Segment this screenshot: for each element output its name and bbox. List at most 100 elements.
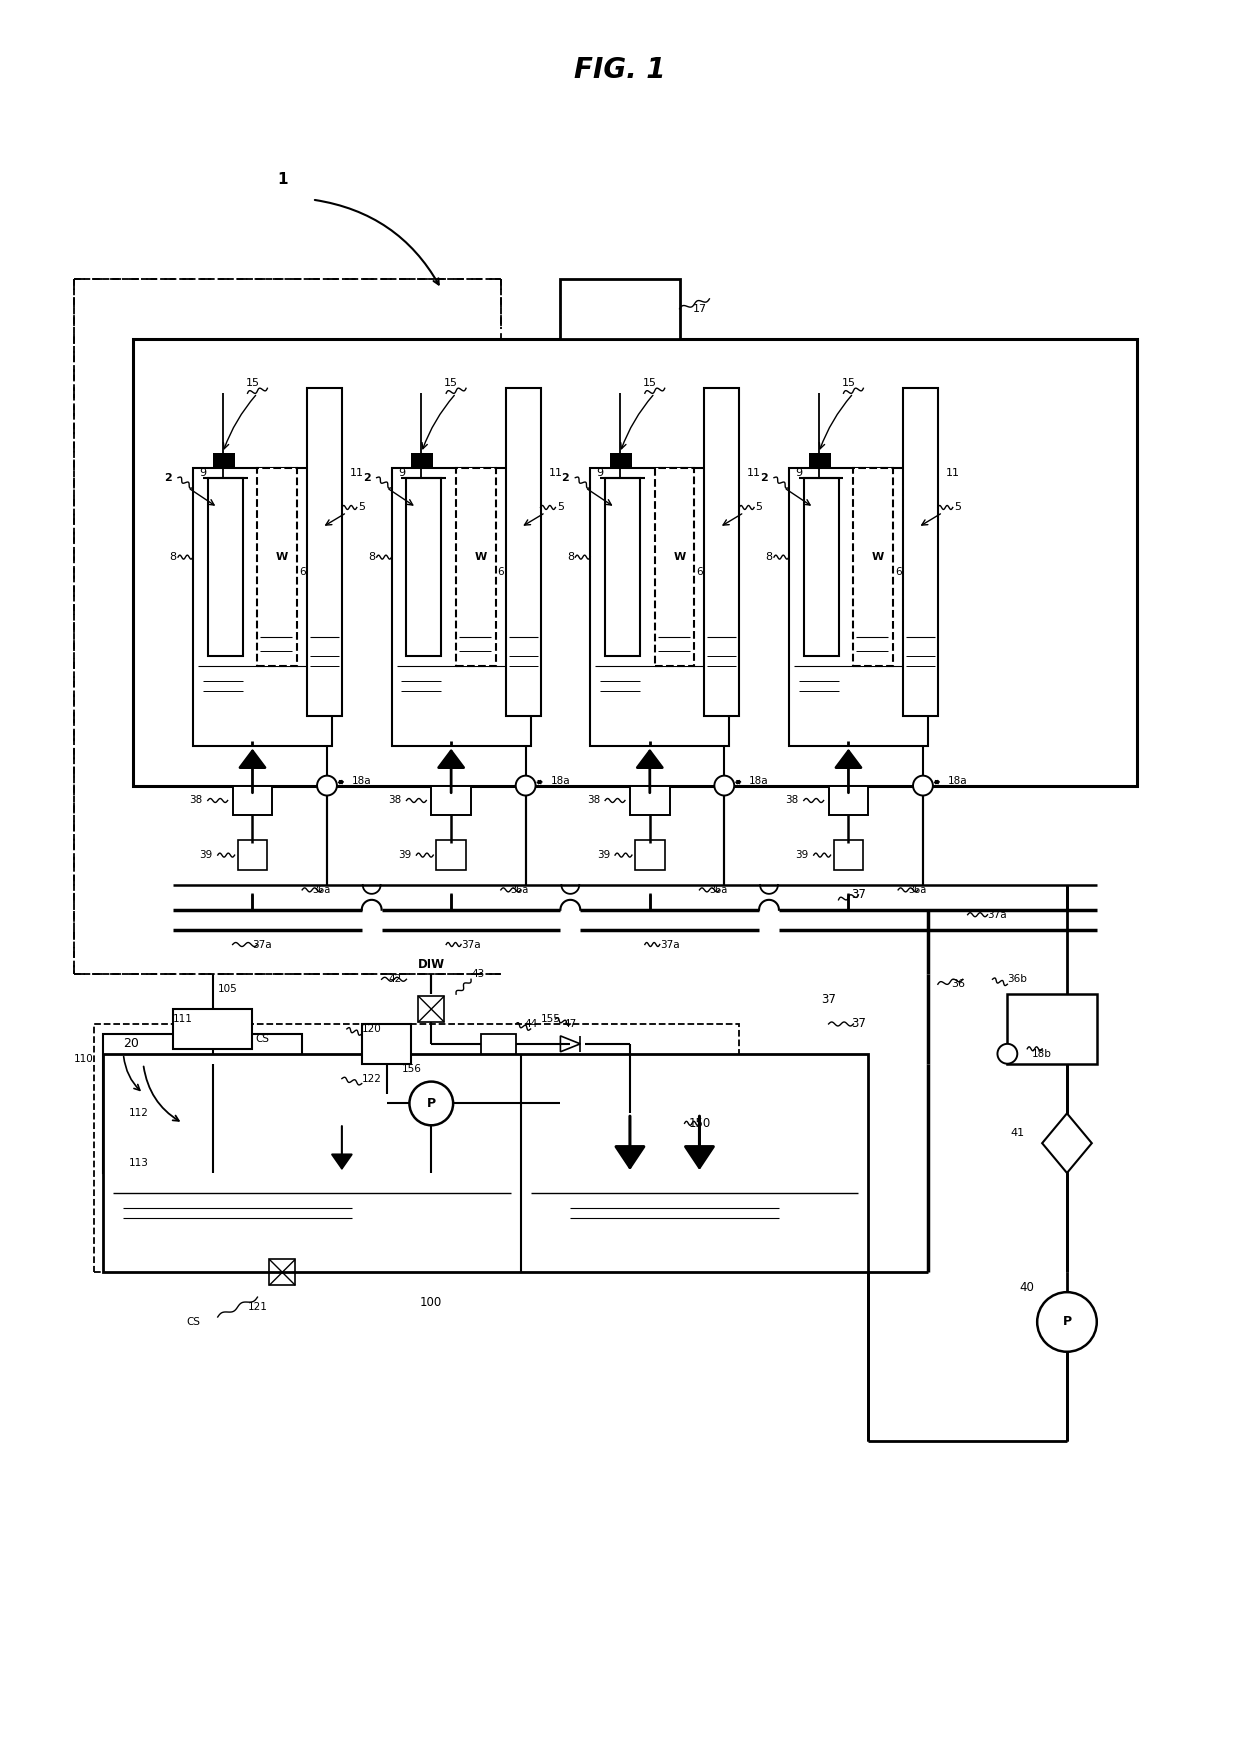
Text: 5: 5	[755, 503, 763, 513]
Text: 17: 17	[692, 304, 707, 314]
Bar	[103, 1033, 303, 1173]
Bar	[456, 468, 496, 667]
Text: 113: 113	[128, 1159, 149, 1167]
Text: 11: 11	[746, 468, 761, 478]
Text: P: P	[1063, 1316, 1071, 1328]
Text: 2: 2	[562, 473, 569, 483]
Text: 39: 39	[596, 850, 610, 860]
Text: 8: 8	[567, 551, 574, 562]
Text: 8: 8	[368, 551, 376, 562]
Bar	[655, 468, 694, 667]
Ellipse shape	[216, 1080, 270, 1096]
Text: CS: CS	[255, 1033, 269, 1044]
Circle shape	[516, 777, 536, 796]
Text: 5: 5	[955, 503, 961, 513]
Text: 36a: 36a	[709, 885, 728, 895]
Text: 9: 9	[596, 468, 604, 478]
Bar	[506, 389, 541, 715]
Text: 2: 2	[164, 473, 172, 483]
Text: 6: 6	[497, 567, 505, 578]
Bar	[605, 478, 640, 656]
Text: 15: 15	[642, 379, 657, 389]
Text: 38: 38	[587, 796, 600, 806]
Text: 100: 100	[420, 1295, 443, 1309]
Ellipse shape	[216, 1124, 270, 1139]
Text: 9: 9	[398, 468, 405, 478]
Text: 11: 11	[548, 468, 563, 478]
Text: 11: 11	[946, 468, 960, 478]
Bar	[93, 1024, 739, 1272]
Text: 120: 120	[362, 1024, 382, 1035]
Text: 112: 112	[128, 1108, 149, 1119]
Bar	[407, 478, 441, 656]
Text: 43: 43	[471, 968, 485, 979]
Bar	[808, 454, 831, 473]
Text: 9: 9	[200, 468, 206, 478]
Bar	[1007, 995, 1096, 1064]
Text: 6: 6	[299, 567, 305, 578]
Text: FIG. 1: FIG. 1	[574, 56, 666, 84]
Bar	[560, 279, 680, 339]
Text: 15: 15	[444, 379, 458, 389]
Text: W: W	[475, 551, 487, 562]
Circle shape	[997, 1044, 1017, 1064]
Circle shape	[913, 777, 932, 796]
Text: 40: 40	[1019, 1281, 1034, 1293]
Text: 110: 110	[74, 1054, 93, 1064]
Text: 111: 111	[174, 1014, 193, 1024]
Bar	[103, 1054, 868, 1272]
Text: 6: 6	[895, 567, 901, 578]
Bar	[837, 843, 861, 867]
Text: 37a: 37a	[253, 939, 273, 949]
Bar	[481, 1033, 516, 1054]
Bar	[418, 996, 444, 1023]
Circle shape	[317, 777, 337, 796]
Ellipse shape	[216, 1101, 270, 1117]
Bar	[133, 339, 1137, 785]
Text: 6: 6	[696, 567, 703, 578]
Text: 1: 1	[277, 173, 288, 187]
Text: 36: 36	[951, 979, 965, 989]
Text: 2: 2	[363, 473, 371, 483]
Bar	[560, 290, 680, 314]
Bar	[704, 389, 739, 715]
Text: W: W	[872, 551, 884, 562]
Bar	[853, 468, 893, 667]
Bar	[439, 843, 463, 867]
Text: 37a: 37a	[660, 939, 680, 949]
Text: 37: 37	[851, 1017, 866, 1031]
Text: 39: 39	[796, 850, 808, 860]
Bar	[908, 393, 930, 414]
Text: 11: 11	[350, 468, 363, 478]
Bar	[213, 454, 234, 473]
Text: 42: 42	[388, 974, 402, 984]
Text: 36b: 36b	[1007, 974, 1027, 984]
Text: 5: 5	[557, 503, 564, 513]
Text: 37: 37	[821, 993, 836, 1005]
Text: 8: 8	[170, 551, 176, 562]
Text: 18a: 18a	[551, 775, 570, 785]
Text: 105: 105	[218, 984, 238, 995]
Text: DIW: DIW	[418, 958, 445, 970]
Circle shape	[409, 1082, 453, 1126]
Bar	[258, 468, 298, 667]
Text: 15: 15	[246, 379, 259, 389]
Bar	[709, 393, 732, 414]
Bar	[308, 389, 342, 715]
Bar	[833, 841, 863, 871]
Text: 121: 121	[248, 1302, 268, 1312]
Text: W: W	[673, 551, 686, 562]
Text: P: P	[427, 1098, 435, 1110]
Text: 37a: 37a	[987, 909, 1007, 920]
Text: 155: 155	[541, 1014, 560, 1024]
Text: 2: 2	[760, 473, 768, 483]
Circle shape	[714, 777, 734, 796]
Bar	[436, 841, 466, 871]
Bar	[312, 393, 334, 414]
Bar	[174, 1009, 253, 1049]
Text: 18a: 18a	[947, 775, 967, 785]
Text: 38: 38	[388, 796, 402, 806]
Bar	[412, 454, 433, 473]
Text: 41: 41	[1011, 1129, 1024, 1138]
Text: 20: 20	[123, 1037, 139, 1050]
